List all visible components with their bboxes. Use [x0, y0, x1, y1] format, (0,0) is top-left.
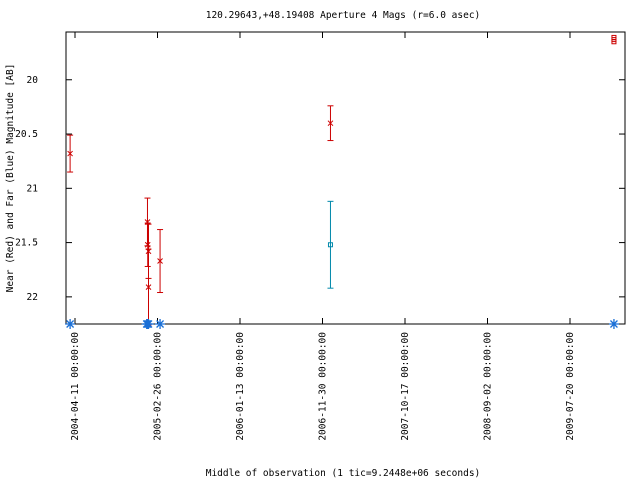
y-tick-label: 20 [27, 75, 39, 86]
y-tick-label: 20.5 [15, 129, 38, 140]
observation-mark [143, 319, 154, 329]
x-tick-label: 2007-10-17 00:00:00 [400, 332, 411, 441]
x-tick-label: 2006-11-30 00:00:00 [317, 332, 328, 441]
chart-title: 120.29643,+48.19408 Aperture 4 Mags (r=6… [206, 10, 481, 21]
x-tick-label: 2008-09-02 00:00:00 [482, 332, 493, 441]
point-marker [145, 284, 152, 290]
y-axis-label: Near (Red) and Far (Blue) Magnitude [AB] [5, 64, 16, 293]
plot-frame [65, 31, 626, 325]
x-tick-label: 2009-07-20 00:00:00 [565, 332, 576, 441]
point-marker [157, 258, 163, 264]
point-marker [144, 219, 151, 225]
y-tick-label: 21 [27, 183, 39, 194]
y-tick-label: 22 [27, 292, 38, 303]
point-marker [327, 120, 334, 127]
error-bar [327, 200, 334, 289]
point-marker [67, 150, 73, 157]
x-tick-label: 2006-01-13 00:00:00 [235, 332, 246, 441]
x-tick-label: 2005-02-26 00:00:00 [152, 332, 163, 441]
point-marker [327, 242, 333, 248]
observation-mark [608, 319, 619, 329]
point-marker [144, 241, 151, 248]
x-axis-label: Middle of observation (1 tic=9.2448e+06 … [206, 468, 481, 479]
observation-mark [155, 319, 166, 329]
point-marker [611, 39, 617, 45]
x-tick-label: 2004-04-11 00:00:00 [70, 332, 81, 441]
observation-mark [65, 319, 76, 329]
y-tick-label: 21.5 [15, 238, 38, 249]
